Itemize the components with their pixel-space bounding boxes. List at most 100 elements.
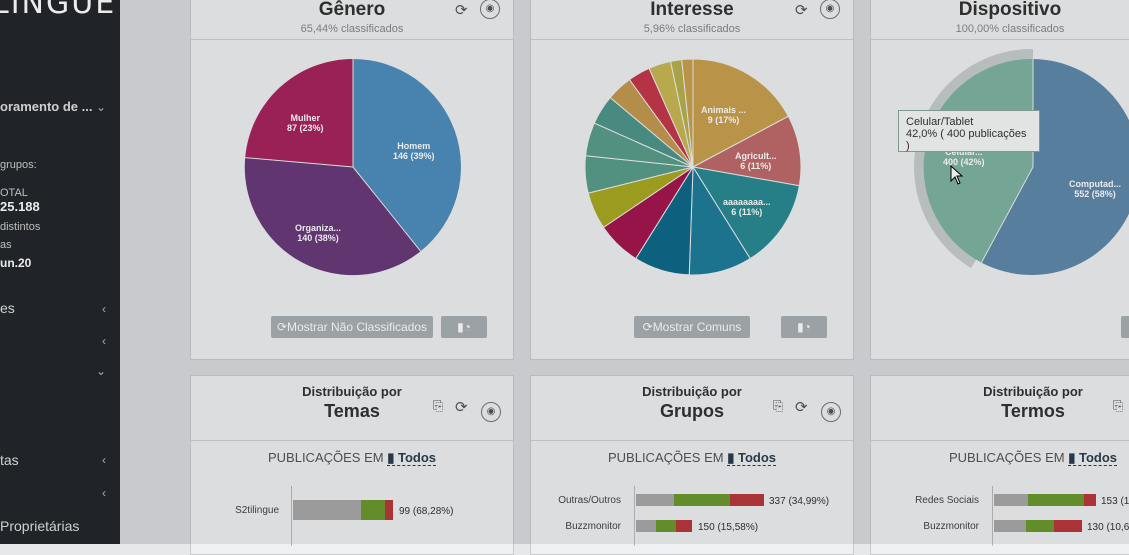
bar-label: Buzzmonitor xyxy=(565,521,621,532)
panel-title: Interesse xyxy=(650,0,734,20)
bar-segment-positive[interactable] xyxy=(1026,520,1054,532)
bar-segment-neutral[interactable] xyxy=(636,494,674,506)
data-label-aaa: aaaaaaaa... 6 (11%) xyxy=(723,197,771,217)
mouse-cursor-icon xyxy=(950,165,964,185)
show-common-button[interactable]: ⟳Mostrar Comuns xyxy=(634,316,750,338)
dist-title: Grupos xyxy=(659,401,724,421)
bar-segment-neutral[interactable] xyxy=(293,500,361,520)
chevron-down-icon[interactable]: ⌄ xyxy=(95,364,106,378)
pie-slice-homem[interactable] xyxy=(353,59,461,252)
panel-dist-grupos: Distribuição por Grupos ⎘ ⟳ ◉ PUBLICAÇÕE… xyxy=(530,375,854,555)
refresh-icon[interactable]: ⟳ xyxy=(455,2,468,19)
pie-chart-interesse xyxy=(584,58,802,276)
dist-title: Termos xyxy=(1001,401,1065,421)
total-value: 25.188 xyxy=(0,199,40,214)
pie-slice-14[interactable] xyxy=(681,58,694,168)
bar-pie-icon[interactable] xyxy=(1121,316,1129,338)
bar-segment-negative[interactable] xyxy=(385,500,393,520)
dist-title: Temas xyxy=(324,401,380,421)
bar-segment-positive[interactable] xyxy=(361,500,385,520)
refresh-icon[interactable]: ⟳ xyxy=(455,399,468,416)
tooltip-value: 42,0% ( 400 publicações ) xyxy=(906,128,1027,152)
pie-slice-2[interactable] xyxy=(691,166,800,260)
data-label-mulher: Mulher 87 (23%) xyxy=(287,113,324,133)
show-unclassified-button[interactable]: ⟳Mostrar Não Classificados xyxy=(271,316,433,338)
chevron-left-icon[interactable]: ‹ xyxy=(102,453,106,467)
bar-label: Buzzmonitor xyxy=(923,521,979,532)
bar-value: 99 (68,28%) xyxy=(399,506,454,517)
bar-segment-positive[interactable] xyxy=(674,494,730,506)
data-label-computador: Computad... 552 (58%) xyxy=(1069,179,1121,199)
total-label: OTAL xyxy=(0,187,28,199)
pub-filter-link[interactable]: ▮ Todos xyxy=(727,450,776,466)
export-icon[interactable]: ⎘ xyxy=(773,398,784,413)
chevron-left-icon[interactable]: ‹ xyxy=(102,486,106,500)
data-label-organizacao: Organiza... 140 (38%) xyxy=(295,223,342,243)
bar-segment-neutral[interactable] xyxy=(994,494,1028,506)
sidebar-item-4[interactable]: tas xyxy=(0,452,19,468)
chevron-left-icon[interactable]: ‹ xyxy=(102,334,106,348)
bar-label: S2tilingue xyxy=(235,505,279,516)
panel-genero: Gênero 65,44% classificados ⟳ ◉ Homem 146… xyxy=(190,0,514,360)
camera-icon[interactable]: ◉ xyxy=(481,402,501,422)
monitor-title[interactable]: oramento de ... xyxy=(0,99,93,114)
camera-icon[interactable]: ◉ xyxy=(820,0,840,19)
panel-subtitle: 65,44% classificados xyxy=(300,23,404,35)
pie-slice-organizacao[interactable] xyxy=(244,157,421,276)
sidebar-item-1[interactable]: es xyxy=(0,300,15,316)
pie-slice-computador[interactable] xyxy=(981,59,1129,275)
pie-slice-1[interactable] xyxy=(691,115,802,187)
camera-icon[interactable]: ◉ xyxy=(480,0,500,19)
dist-pre: Distribuição por xyxy=(983,384,1083,399)
bar-segment-positive[interactable] xyxy=(656,520,676,532)
export-icon[interactable]: ⎘ xyxy=(1113,398,1124,413)
export-icon[interactable]: ⎘ xyxy=(433,398,444,413)
chevron-left-icon[interactable]: ‹ xyxy=(102,302,106,316)
pub-filter-link[interactable]: ▮ Todos xyxy=(1068,450,1117,466)
bar-value: 130 (10,60 xyxy=(1087,522,1129,533)
refresh-icon[interactable]: ⟳ xyxy=(795,399,808,416)
refresh-icon[interactable]: ⟳ xyxy=(795,2,808,19)
sidebar: LINGUE oramento de ... ⌄ grupos: OTAL 25… xyxy=(0,0,120,544)
groups-label: grupos: xyxy=(0,159,37,171)
bar-label: Outras/Outros xyxy=(558,495,621,506)
panel-title: Gênero xyxy=(318,0,386,20)
sidebar-item-6[interactable]: Proprietárias xyxy=(0,518,80,534)
panel-subtitle: 100,00% classificados xyxy=(955,23,1065,35)
data-label-agricultura: Agricult... 6 (11%) xyxy=(735,151,777,171)
date-value: un.20 xyxy=(0,256,32,270)
panel-dist-termos: Distribuição por Termos ⎘ PUBLICAÇÕES EM… xyxy=(870,375,1129,555)
data-label-homem: Homem 146 (39%) xyxy=(393,141,435,161)
bar-segment-positive[interactable] xyxy=(1028,494,1084,506)
bar-value: 150 (15,58%) xyxy=(698,522,759,533)
distinct-label: distintos xyxy=(0,221,41,233)
pie-slice-celular[interactable] xyxy=(923,58,1033,263)
panel-dist-temas: Distribuição por Temas ⎘ ⟳ ◉ PUBLICAÇÕES… xyxy=(190,375,514,555)
camera-icon[interactable]: ◉ xyxy=(821,402,841,422)
pie-slice-0[interactable] xyxy=(692,58,790,168)
panel-dispositivo: Dispositivo 100,00% classificados ⟳ Comp… xyxy=(870,0,1129,360)
bar-segment-negative[interactable] xyxy=(1084,494,1096,506)
panel-interesse: Interesse 5,96% classificados ⟳ ◉ Animai… xyxy=(530,0,854,360)
bar-pie-icon[interactable]: ▮◔ xyxy=(441,316,487,338)
pub-filter-link[interactable]: ▮ Todos xyxy=(387,450,436,466)
chevron-down-icon[interactable]: ⌄ xyxy=(95,100,106,114)
data-label-celular: Celular... 400 (42%) xyxy=(943,147,985,167)
bar-pie-icon[interactable]: ▮◔ xyxy=(781,316,827,338)
bar-segment-negative[interactable] xyxy=(730,494,764,506)
panel-title: Dispositivo xyxy=(958,0,1062,20)
data-label-animais: Animais ... 9 (17%) xyxy=(701,105,747,125)
pub-filter: PUBLICAÇÕES EM ▮ Todos xyxy=(607,450,776,466)
pie-chart-genero xyxy=(244,58,461,276)
bar-segment-negative[interactable] xyxy=(676,520,692,532)
bar-segment-neutral[interactable] xyxy=(636,520,656,532)
chart-tooltip: Celular/Tablet 42,0% ( 400 publicações ) xyxy=(898,110,1040,152)
tooltip-title: Celular/Tablet xyxy=(906,116,974,128)
bar-segment-negative[interactable] xyxy=(1054,520,1082,532)
pub-filter: PUBLICAÇÕES EM ▮ Todos xyxy=(948,450,1117,466)
bar-segment-neutral[interactable] xyxy=(994,520,1026,532)
logo: LINGUE xyxy=(0,0,117,21)
pie-slice-mulher[interactable] xyxy=(245,58,353,167)
bar-value: 337 (34,99%) xyxy=(769,496,830,507)
bar-label: Redes Sociais xyxy=(915,495,979,506)
